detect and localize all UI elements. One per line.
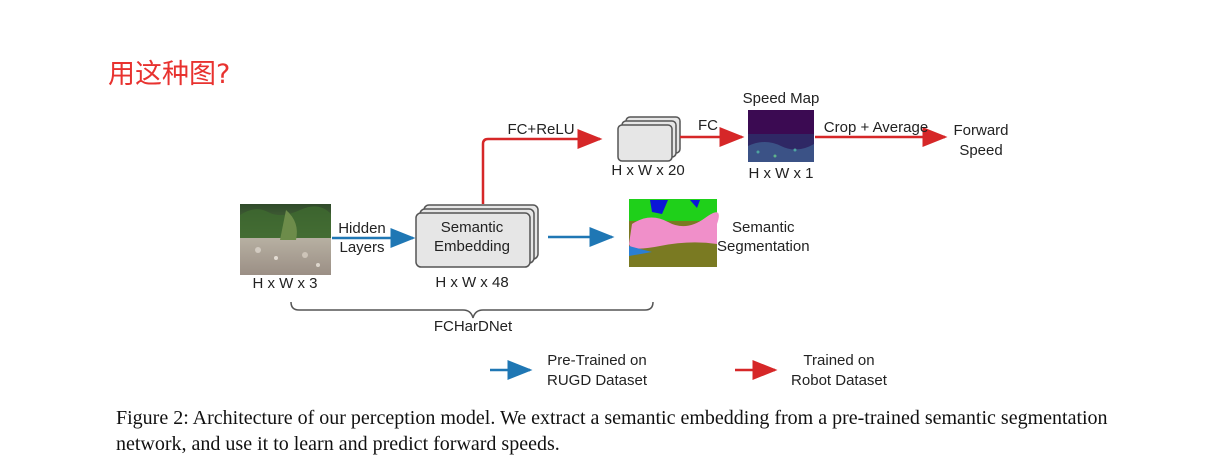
hidden-layers-label-line2: Layers bbox=[339, 239, 384, 256]
fc-label: FC bbox=[698, 117, 718, 134]
architecture-diagram: H x W x 3 Hidden Layers Semantic Embeddi… bbox=[240, 90, 1009, 389]
forward-speed-label-line2: Speed bbox=[959, 142, 1002, 159]
speed-map-title: Speed Map bbox=[743, 90, 820, 107]
red-arrow-fc-relu bbox=[481, 129, 603, 204]
legend-pretrained-line2: RUGD Dataset bbox=[547, 372, 648, 389]
embedding-label-line1: Semantic bbox=[441, 219, 504, 236]
embedding-label-line2: Embedding bbox=[434, 238, 510, 255]
fchardnet-brace bbox=[290, 301, 654, 319]
figure-caption: Figure 2: Architecture of our perception… bbox=[116, 407, 1108, 455]
segmentation-label-line2: Segmentation bbox=[717, 238, 810, 255]
hidden-layers-label-line1: Hidden bbox=[338, 220, 386, 237]
input-dims-label: H x W x 3 bbox=[252, 275, 317, 292]
embedding-dims-label: H x W x 48 bbox=[435, 274, 508, 291]
legend-trained-line1: Trained on bbox=[803, 352, 874, 369]
stack20 bbox=[617, 116, 681, 162]
legend-trained-line2: Robot Dataset bbox=[791, 372, 888, 389]
segmentation-image bbox=[629, 199, 719, 267]
chinese-note: 用这种图? bbox=[108, 59, 231, 90]
crop-average-label: Crop + Average bbox=[824, 119, 928, 136]
fc-relu-label: FC+ReLU bbox=[507, 121, 574, 138]
segmentation-label-line1: Semantic bbox=[732, 219, 795, 236]
stack20-dims-label: H x W x 20 bbox=[611, 162, 684, 179]
input-image bbox=[240, 204, 331, 275]
forward-speed-label-line1: Forward bbox=[953, 122, 1008, 139]
embedding-stack bbox=[415, 204, 539, 268]
embedding-box bbox=[415, 212, 531, 268]
speed-map-image bbox=[748, 110, 814, 162]
legend-pretrained-line1: Pre-Trained on bbox=[547, 352, 647, 369]
speed-map-dims-label: H x W x 1 bbox=[748, 165, 813, 182]
fchardnet-label: FCHarDNet bbox=[434, 318, 513, 335]
